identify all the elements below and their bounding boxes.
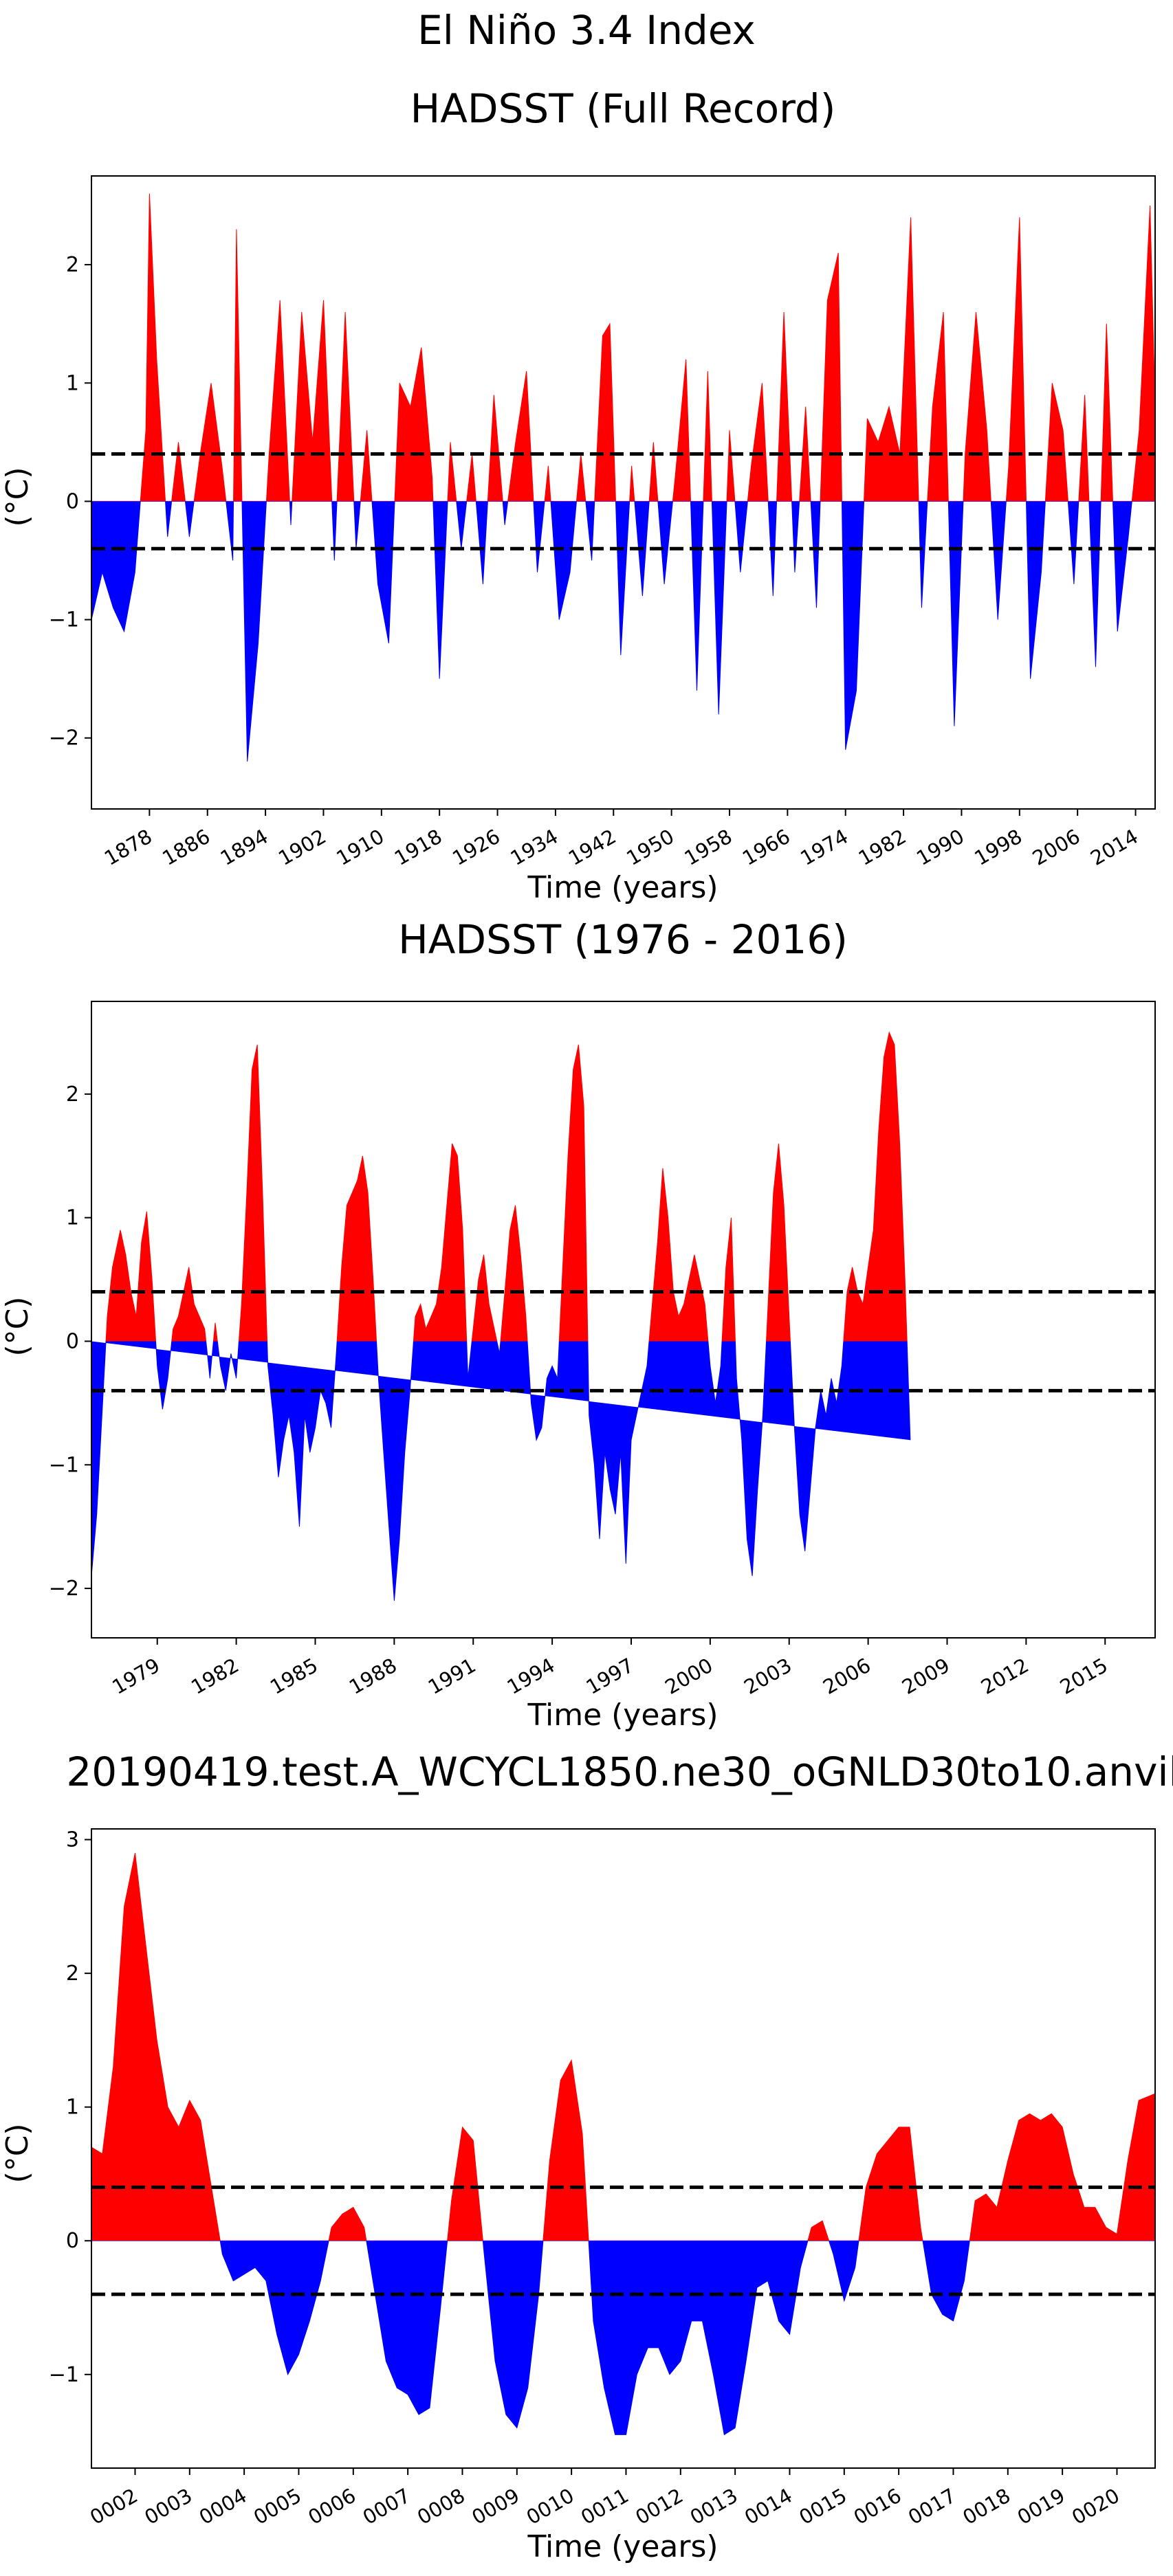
y-tick-label: −1 xyxy=(49,608,79,632)
x-tick-label: 0008 xyxy=(413,2484,469,2529)
panel-title: HADSST (Full Record) xyxy=(410,85,836,132)
positive-anomaly-area xyxy=(105,1031,908,1342)
x-tick-label: 2015 xyxy=(1056,1654,1112,1699)
x-tick-label: 0006 xyxy=(304,2484,360,2529)
x-tick-label: 1990 xyxy=(912,825,968,870)
plot-frame xyxy=(91,1828,1156,2469)
y-tick-label: −1 xyxy=(49,1453,79,1477)
y-tick-label: 2 xyxy=(66,253,79,277)
positive-anomaly-area xyxy=(91,193,1155,502)
x-tick-label: 1886 xyxy=(158,825,214,870)
x-axis-label: Time (years) xyxy=(527,870,718,905)
y-tick-label: 0 xyxy=(66,1329,79,1353)
x-tick-label: 1982 xyxy=(855,825,910,870)
x-tick-label: 0012 xyxy=(631,2484,687,2529)
x-tick-label: 1902 xyxy=(274,825,330,870)
x-tick-label: 1894 xyxy=(217,825,272,870)
y-tick-label: 2 xyxy=(66,1962,79,1986)
x-tick-label: 1966 xyxy=(738,825,794,870)
x-tick-label: 1988 xyxy=(345,1654,401,1699)
x-tick-label: 1994 xyxy=(503,1654,559,1699)
plot-frame xyxy=(91,1001,1156,1639)
x-tick-label: 0016 xyxy=(850,2484,906,2529)
x-tick-label: 2006 xyxy=(819,1654,875,1699)
x-tick-label: 1998 xyxy=(970,825,1026,870)
plot-frame xyxy=(91,175,1156,810)
y-tick-label: 0 xyxy=(66,2229,79,2253)
x-tick-label: 0007 xyxy=(359,2484,415,2529)
y-tick-label: 2 xyxy=(66,1082,79,1107)
y-axis-label: (°C) xyxy=(0,1296,35,1356)
x-tick-label: 1950 xyxy=(622,825,678,870)
x-tick-label: 1918 xyxy=(391,825,446,870)
x-tick-label: 0020 xyxy=(1068,2484,1123,2529)
y-tick-label: 0 xyxy=(66,489,79,513)
x-tick-label: 2003 xyxy=(740,1654,796,1699)
x-tick-label: 0014 xyxy=(741,2484,796,2529)
x-tick-label: 2000 xyxy=(661,1654,716,1699)
panel-full-record: HADSST (Full Record) −2 −1 0 1 2 1878 1886 1894… xyxy=(0,85,1156,905)
x-tick-label: 2006 xyxy=(1029,825,1084,870)
x-tick-label: 1985 xyxy=(266,1654,322,1699)
x-tick-label: 1942 xyxy=(564,825,620,870)
negative-anomaly-area xyxy=(91,501,1155,762)
x-tick-label: 0009 xyxy=(468,2484,523,2529)
x-tick-label: 1926 xyxy=(448,825,504,870)
x-tick-label: 0015 xyxy=(795,2484,851,2529)
y-axis-label: (°C) xyxy=(0,467,35,526)
x-tick-label: 0004 xyxy=(195,2484,251,2529)
x-tick-label: 0018 xyxy=(958,2484,1014,2529)
y-tick-label: 3 xyxy=(66,1828,79,1852)
x-axis-label: Time (years) xyxy=(527,1698,718,1733)
negative-anomaly-area xyxy=(91,1341,911,1601)
y-tick-label: −2 xyxy=(49,726,79,751)
x-axis-label: Time (years) xyxy=(527,2529,718,2564)
x-tick-label: 1878 xyxy=(100,825,156,870)
panel-title: 20190419.test.A_WCYCL1850.ne30_oGNLD30to… xyxy=(66,1748,1173,1795)
x-tick-label: 1974 xyxy=(796,825,852,870)
x-tick-label: 1991 xyxy=(424,1654,480,1699)
x-tick-label: 1997 xyxy=(582,1654,638,1699)
x-tick-label: 1958 xyxy=(681,825,736,870)
panel-1976-2016: HADSST (1976 - 2016) −2 −1 0 1 2 1979 1982 1985… xyxy=(0,916,1156,1733)
panel-title: HADSST (1976 - 2016) xyxy=(398,916,848,963)
x-tick-label: 0005 xyxy=(250,2484,305,2529)
x-tick-label: 0017 xyxy=(904,2484,960,2529)
x-tick-label: 1910 xyxy=(332,825,388,870)
panel-model-run: 20190419.test.A_WCYCL1850.ne30_oGNLD30to… xyxy=(0,1748,1173,2564)
x-tick-label: 1979 xyxy=(108,1654,164,1699)
x-tick-label: 2009 xyxy=(898,1654,954,1699)
y-tick-label: 1 xyxy=(66,2096,79,2120)
x-tick-label: 2014 xyxy=(1086,825,1142,870)
y-axis-label: (°C) xyxy=(0,2123,35,2183)
figure-title: El Niño 3.4 Index xyxy=(417,7,756,54)
y-tick-label: −2 xyxy=(49,1577,79,1601)
x-tick-label: 0010 xyxy=(523,2484,578,2529)
negative-anomaly-area xyxy=(91,2241,1155,2436)
y-tick-label: 1 xyxy=(66,371,79,395)
x-tick-label: 0002 xyxy=(86,2484,142,2529)
x-tick-label: 1982 xyxy=(187,1654,243,1699)
positive-anomaly-area xyxy=(91,1852,1155,2241)
x-tick-label: 1934 xyxy=(506,825,562,870)
x-tick-label: 2012 xyxy=(977,1654,1033,1699)
x-tick-label: 0003 xyxy=(140,2484,196,2529)
x-tick-label: 0019 xyxy=(1013,2484,1069,2529)
y-tick-label: 1 xyxy=(66,1206,79,1230)
y-tick-label: −1 xyxy=(49,2363,79,2387)
x-tick-label: 0011 xyxy=(577,2484,633,2529)
x-tick-label: 0013 xyxy=(686,2484,742,2529)
